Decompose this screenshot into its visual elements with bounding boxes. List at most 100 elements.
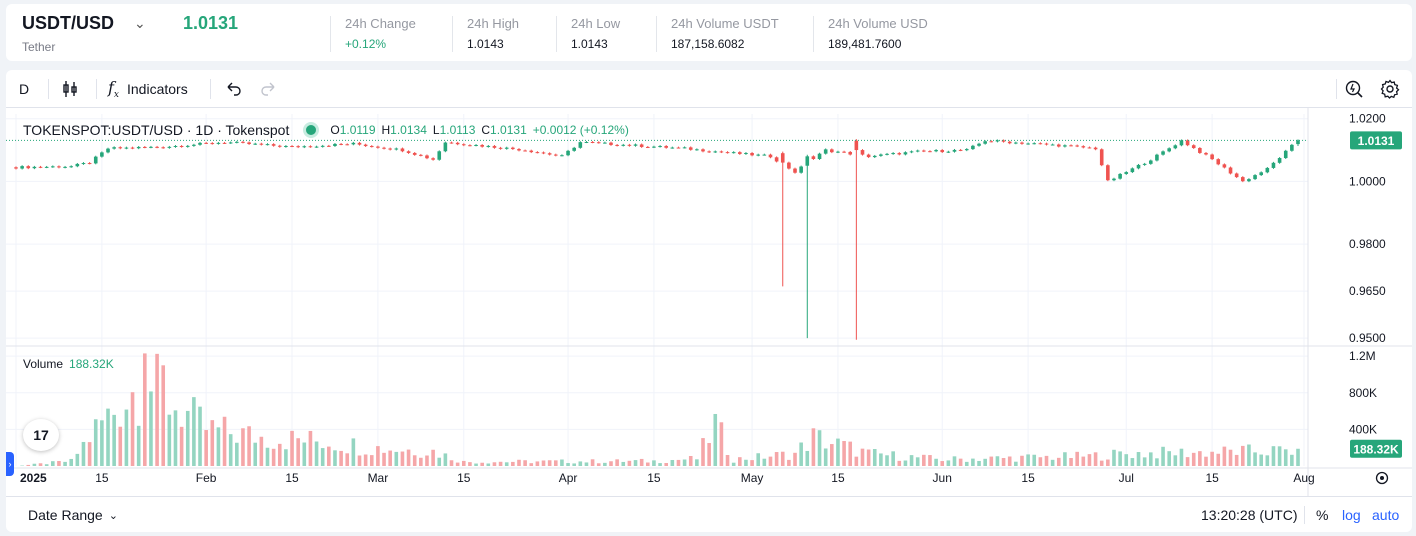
candle-body xyxy=(87,163,92,165)
candle-body xyxy=(1296,140,1300,145)
candle-body xyxy=(584,141,589,143)
candle-body xyxy=(394,148,399,150)
candle-body xyxy=(805,156,810,166)
candle-body xyxy=(38,166,43,168)
log-toggle[interactable]: log xyxy=(1342,507,1361,523)
volume-bar xyxy=(161,365,166,466)
settings-gear-icon[interactable] xyxy=(1380,70,1400,108)
auto-toggle[interactable]: auto xyxy=(1372,507,1400,523)
candle-body xyxy=(664,146,669,148)
symbol-legend: TOKENSPOT:USDT/USD · 1D · Tokenspot O1.0… xyxy=(23,122,635,138)
price-tick-label: 0.9650 xyxy=(1349,284,1386,298)
volume-bar xyxy=(517,459,521,466)
candle-body xyxy=(1283,150,1288,159)
volume-bar xyxy=(682,459,687,466)
candle-body xyxy=(848,151,853,155)
candles-icon[interactable] xyxy=(61,70,79,108)
volume-bar xyxy=(1044,455,1049,466)
volume-bar xyxy=(836,438,840,466)
volume-bar xyxy=(1130,458,1135,466)
volume-bar xyxy=(143,353,147,466)
volume-bar xyxy=(339,450,343,466)
date-range-button[interactable]: Date Range ⌄ xyxy=(28,497,118,532)
candle-body xyxy=(253,143,258,145)
redo-icon[interactable] xyxy=(260,70,278,108)
pair-symbol[interactable]: USDT/USD xyxy=(22,13,115,33)
candle-body xyxy=(934,150,938,152)
volume-bar xyxy=(799,442,803,466)
candle-body xyxy=(437,151,442,160)
volume-bar xyxy=(480,462,484,466)
volume-tick-label: 400K xyxy=(1349,422,1377,436)
volume-bar xyxy=(879,453,883,466)
candle-body xyxy=(639,144,644,147)
candle-body xyxy=(210,143,215,145)
candle-body xyxy=(124,147,129,149)
price-chart[interactable]: 1.0131 1.0200 1.0000 0.9800 0.9650 0.9500 1.2M… xyxy=(6,70,1412,496)
volume-bar xyxy=(112,414,116,466)
volume-bar xyxy=(1265,455,1270,466)
volume-bar xyxy=(688,455,693,466)
candle-body xyxy=(756,154,761,156)
volume-bar xyxy=(995,456,1000,466)
volume-bar xyxy=(265,447,270,466)
current-price-badge xyxy=(1350,131,1402,150)
volume-bar xyxy=(964,461,969,466)
chevron-down-icon[interactable]: ⌄ xyxy=(134,15,146,31)
volume-bar xyxy=(1240,445,1245,466)
volume-bar xyxy=(1185,457,1190,466)
volume-bar xyxy=(860,448,865,466)
candle-body xyxy=(566,150,570,156)
candle-body xyxy=(1026,143,1030,145)
current-volume-badge xyxy=(1350,439,1402,458)
volume-bar xyxy=(327,446,331,466)
candle-body xyxy=(63,166,67,168)
candle-body xyxy=(284,146,288,148)
volume-bar xyxy=(817,430,822,466)
candle-body xyxy=(762,154,767,156)
candle-body xyxy=(492,145,497,148)
volume-bar xyxy=(185,410,190,466)
volume-bar xyxy=(541,460,546,466)
volume-bar xyxy=(204,430,208,466)
candle-body xyxy=(645,146,650,148)
undo-icon[interactable] xyxy=(224,70,242,108)
volume-bar xyxy=(535,461,540,466)
volume-bar xyxy=(443,453,448,466)
candle-body xyxy=(713,151,718,153)
candle-body xyxy=(603,142,607,144)
clock[interactable]: 13:20:28 (UTC) xyxy=(1201,507,1298,523)
candle-body xyxy=(682,147,687,149)
volume-bar xyxy=(87,442,92,466)
candle-body xyxy=(400,148,405,152)
quick-search-icon[interactable] xyxy=(1344,70,1364,108)
candle-body xyxy=(320,145,325,147)
candle-body xyxy=(780,153,785,163)
volume-bar xyxy=(909,455,914,466)
candle-body xyxy=(455,142,460,145)
volume-bar xyxy=(707,443,711,466)
time-tick-label: 15 xyxy=(831,471,845,485)
volume-bar xyxy=(235,442,239,466)
candle-body xyxy=(376,146,380,148)
candle-body xyxy=(989,141,994,143)
candle-body xyxy=(1118,173,1122,179)
volume-bar xyxy=(1271,446,1276,466)
volume-bar xyxy=(560,459,564,466)
tradingview-logo-icon[interactable]: 17 xyxy=(23,419,59,451)
candle-body xyxy=(1044,143,1049,145)
axis-settings-icon xyxy=(1375,471,1389,485)
candle-body xyxy=(652,146,656,148)
percent-toggle[interactable]: % xyxy=(1316,507,1329,523)
interval-button[interactable]: D xyxy=(19,81,30,97)
volume-bar xyxy=(523,460,527,466)
bottom-divider xyxy=(1304,506,1305,524)
time-tick-label: May xyxy=(741,471,764,485)
chevron-right-icon[interactable]: › xyxy=(6,452,14,476)
candle-body xyxy=(118,147,123,149)
volume-bar xyxy=(553,460,558,466)
indicators-button[interactable]: fx Indicators xyxy=(108,70,188,108)
candle-body xyxy=(787,162,791,169)
candle-body xyxy=(302,146,307,148)
volume-bar xyxy=(449,460,454,466)
